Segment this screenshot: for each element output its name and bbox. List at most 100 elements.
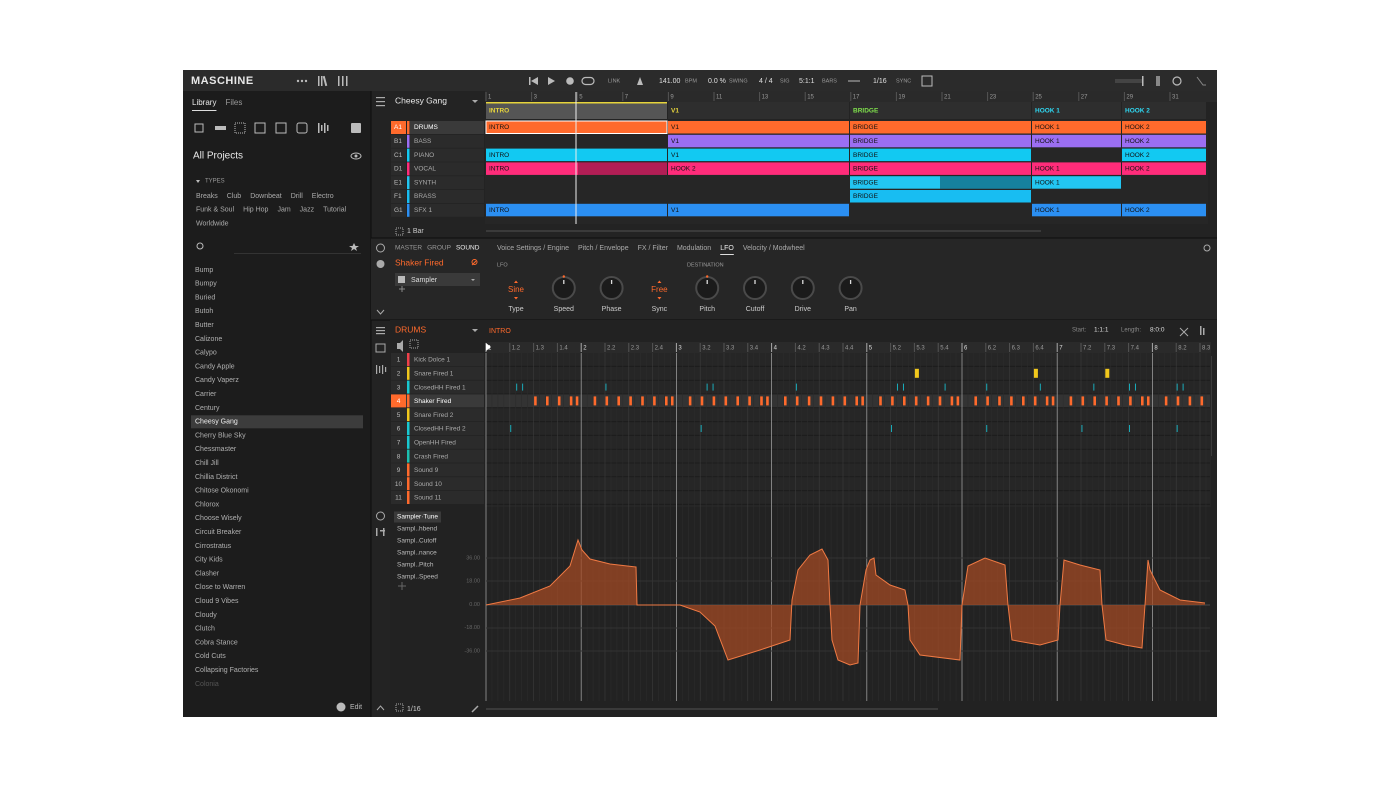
plugin-page[interactable]: Pitch / Envelope — [578, 245, 629, 252]
type-tag[interactable]: Funk & Soul — [196, 207, 235, 214]
browser-tab[interactable]: Files — [225, 98, 242, 107]
clip[interactable] — [1032, 134, 1121, 148]
note[interactable] — [974, 396, 977, 406]
note[interactable] — [1093, 396, 1096, 406]
note[interactable] — [831, 396, 835, 406]
automation-param[interactable]: Sampler·Tune — [397, 514, 438, 521]
arrow-down[interactable] — [514, 297, 518, 300]
note[interactable] — [688, 396, 692, 406]
note[interactable] — [998, 396, 1001, 406]
record-button[interactable] — [566, 77, 574, 85]
note[interactable] — [617, 396, 620, 406]
note[interactable] — [1146, 396, 1150, 406]
clip[interactable] — [850, 162, 1031, 175]
clip[interactable] — [1122, 134, 1206, 148]
note[interactable] — [1081, 396, 1085, 406]
note[interactable] — [557, 396, 561, 406]
project-item[interactable]: Clutch — [195, 626, 215, 633]
clip[interactable] — [1032, 176, 1121, 189]
project-item[interactable]: Butter — [195, 322, 214, 329]
project-item[interactable]: Butoh — [195, 308, 213, 315]
type-tag[interactable]: Club — [227, 193, 242, 200]
sound-row[interactable] — [391, 394, 484, 408]
project-item[interactable]: Bump — [195, 267, 213, 274]
plugin-tab[interactable]: SOUND — [456, 245, 480, 252]
note[interactable] — [784, 396, 787, 406]
project-item[interactable]: Cold Cuts — [195, 653, 226, 660]
type-tag[interactable]: Jam — [277, 207, 290, 214]
note[interactable] — [534, 396, 537, 406]
project-item[interactable]: Colonia — [195, 681, 219, 688]
play-button[interactable] — [548, 77, 555, 85]
note[interactable] — [665, 396, 668, 406]
note[interactable] — [1051, 396, 1055, 406]
note[interactable] — [605, 383, 607, 391]
project-item[interactable]: Chlorox — [195, 501, 220, 508]
note[interactable] — [760, 396, 763, 406]
note[interactable] — [891, 425, 892, 432]
clip[interactable] — [1122, 203, 1206, 217]
note[interactable] — [926, 396, 930, 406]
sound-row[interactable] — [391, 353, 484, 366]
project-item[interactable]: City Kids — [195, 557, 223, 564]
note[interactable] — [706, 383, 708, 391]
automation-param[interactable]: Sampl..Cutoff — [397, 538, 436, 545]
note[interactable] — [1200, 396, 1204, 406]
project-item[interactable]: Cobra Stance — [195, 639, 238, 646]
project-item[interactable]: Cloudy — [195, 612, 217, 619]
note[interactable] — [1135, 383, 1136, 391]
knob[interactable] — [790, 276, 815, 300]
clip[interactable] — [1122, 162, 1206, 175]
note[interactable] — [1039, 383, 1041, 391]
note[interactable] — [944, 383, 946, 391]
sound-row[interactable] — [391, 449, 484, 463]
plugin-page[interactable]: Voice Settings / Engine — [497, 245, 569, 252]
group-row[interactable] — [410, 121, 484, 134]
group-row[interactable] — [410, 203, 484, 217]
type-tag[interactable]: Jazz — [300, 207, 315, 214]
note[interactable] — [795, 396, 799, 406]
note[interactable] — [1188, 396, 1192, 406]
note[interactable] — [903, 396, 906, 406]
clip[interactable] — [1032, 203, 1121, 217]
note[interactable] — [641, 396, 644, 406]
automation-param[interactable]: Sampl..hbend — [397, 526, 437, 533]
clip[interactable] — [850, 148, 1031, 162]
note[interactable] — [914, 396, 918, 406]
clip[interactable] — [668, 162, 849, 175]
note[interactable] — [605, 396, 609, 406]
note[interactable] — [938, 396, 942, 406]
plugin-page[interactable]: LFO — [720, 245, 734, 252]
note[interactable] — [1182, 383, 1184, 391]
note[interactable] — [1081, 425, 1083, 432]
project-item[interactable]: Calypo — [195, 350, 217, 357]
note[interactable] — [1045, 396, 1049, 406]
scrollbar[interactable] — [486, 230, 1041, 232]
note[interactable] — [891, 396, 894, 406]
note[interactable] — [986, 383, 988, 391]
type-tag[interactable]: Worldwide — [196, 220, 229, 227]
note[interactable] — [516, 383, 518, 391]
note[interactable] — [950, 396, 954, 406]
project-item[interactable]: Calizone — [195, 336, 222, 343]
note[interactable] — [795, 383, 797, 391]
knob[interactable] — [599, 276, 624, 300]
clip[interactable] — [850, 190, 1031, 203]
note[interactable] — [712, 396, 716, 406]
note[interactable] — [629, 396, 632, 406]
section[interactable] — [668, 102, 849, 119]
scrollbar[interactable] — [486, 708, 938, 710]
note[interactable] — [569, 396, 573, 406]
group-row[interactable] — [410, 148, 484, 162]
note[interactable] — [1010, 396, 1013, 406]
note[interactable] — [724, 396, 728, 406]
note[interactable] — [748, 396, 751, 406]
note[interactable] — [1176, 425, 1178, 432]
automation-param[interactable]: Sampl..Speed — [397, 574, 438, 581]
project-item[interactable]: Chillia District — [195, 474, 237, 481]
type-tag[interactable]: Breaks — [196, 193, 218, 200]
note[interactable] — [1105, 368, 1110, 378]
project-item[interactable]: Circuit Breaker — [195, 529, 242, 536]
note[interactable] — [1069, 396, 1073, 406]
clip[interactable] — [1122, 121, 1206, 134]
